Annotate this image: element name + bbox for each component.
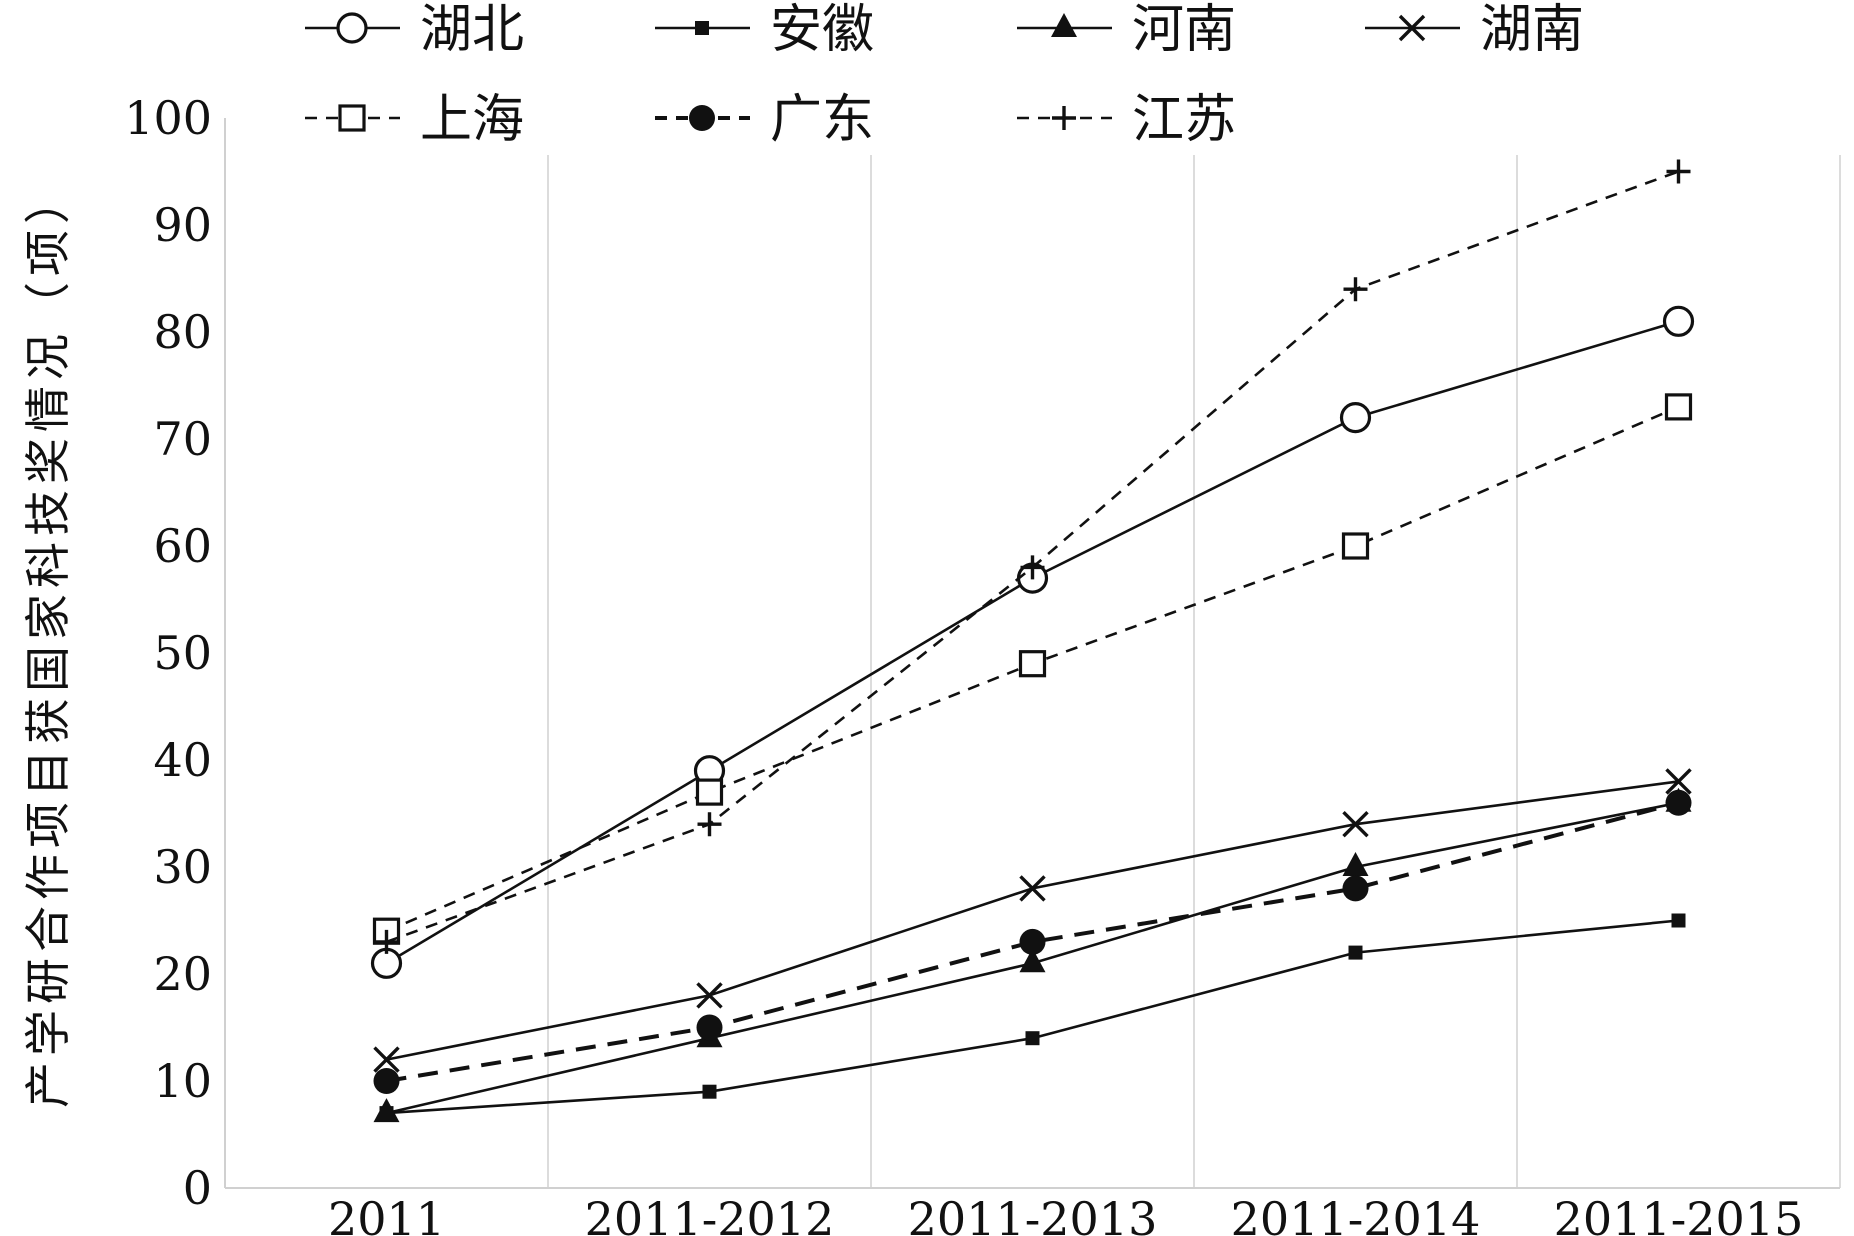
data-point: [1665, 768, 1692, 795]
data-point: [1342, 810, 1369, 838]
data-point: [1019, 948, 1046, 973]
data-point: [373, 1046, 400, 1073]
legend-label: 湖南: [1480, 0, 1584, 60]
y-axis-label: 产学研合作项目获国家科技奖情况（项）: [21, 172, 75, 1108]
legend-item: 河南: [1017, 0, 1236, 60]
series-上海: [372, 393, 1693, 945]
y-tick-label: 60: [153, 519, 212, 573]
y-axis-ticks: 0 10 20 30 40 50 60 70 80 90 100: [124, 91, 212, 1215]
series-line: [386, 800, 1680, 1083]
data-point: [1052, 106, 1076, 130]
data-point: [1671, 913, 1686, 928]
series-湖北: [370, 305, 1695, 979]
data-point: [1666, 159, 1691, 184]
legend-label: 湖北: [420, 0, 524, 60]
y-tick-label: 70: [153, 412, 212, 466]
legend-item: 上海: [305, 90, 524, 150]
chart-series: [370, 159, 1695, 1123]
data-point: [1051, 13, 1077, 37]
data-point: [338, 104, 366, 132]
legend-label: 江苏: [1132, 90, 1236, 150]
data-point: [373, 1098, 400, 1123]
legend-label: 广东: [770, 90, 874, 150]
chart-grid: [547, 155, 1841, 1188]
data-point: [1342, 852, 1369, 876]
data-point: [1018, 650, 1047, 678]
x-tick-label: 2011: [328, 1192, 445, 1236]
legend-item: 湖南: [1365, 0, 1584, 60]
data-point: [696, 982, 723, 1009]
data-point: [1348, 945, 1363, 960]
data-point: [1665, 789, 1692, 816]
y-tick-label: 10: [153, 1054, 212, 1108]
y-tick-label: 30: [153, 840, 212, 894]
legend-item: 安徽: [655, 0, 874, 60]
legend-label: 安徽: [770, 0, 874, 60]
data-point: [1662, 305, 1695, 337]
data-point: [1341, 532, 1370, 560]
data-point: [1020, 555, 1045, 580]
data-point: [1398, 14, 1426, 42]
y-tick-label: 80: [153, 305, 212, 359]
data-point: [336, 12, 368, 44]
legend-item: 广东: [655, 90, 874, 150]
data-point: [1342, 875, 1369, 902]
legend-label: 上海: [420, 90, 524, 150]
x-tick-label: 2011-2015: [1554, 1192, 1804, 1236]
y-tick-label: 90: [153, 198, 212, 252]
data-point: [689, 105, 715, 131]
y-tick-label: 20: [153, 947, 212, 1001]
data-point: [1019, 875, 1046, 902]
x-tick-label: 2011-2012: [585, 1192, 835, 1236]
data-point: [702, 1084, 717, 1099]
data-point: [1339, 402, 1372, 434]
data-point: [374, 929, 399, 954]
data-point: [695, 778, 724, 806]
series-广东: [373, 789, 1692, 1094]
y-tick-label: 50: [153, 626, 212, 680]
data-point: [373, 1068, 400, 1094]
x-tick-label: 2011-2013: [908, 1192, 1158, 1236]
legend-label: 河南: [1132, 0, 1236, 60]
y-tick-label: 0: [183, 1161, 212, 1215]
data-point: [697, 812, 722, 837]
x-axis-ticks: 2011 2011-2012 2011-2013 2011-2014 2011-2015: [328, 1192, 1803, 1236]
series-河南: [373, 787, 1692, 1123]
legend-item: 江苏: [1017, 90, 1236, 150]
data-point: [1025, 1031, 1040, 1046]
data-point: [695, 21, 709, 35]
y-tick-label: 40: [153, 733, 212, 787]
legend-item: 湖北: [305, 0, 524, 60]
series-湖南: [373, 768, 1692, 1073]
y-tick-label: 100: [124, 91, 212, 145]
data-point: [1019, 928, 1046, 955]
data-point: [1343, 277, 1368, 302]
series-line: [385, 320, 1679, 965]
data-point: [1664, 393, 1693, 421]
x-tick-label: 2011-2014: [1231, 1192, 1481, 1236]
series-江苏: [374, 159, 1691, 954]
data-point: [696, 1014, 723, 1041]
chart-axes: [224, 118, 1840, 1189]
series-line: [386, 780, 1679, 1061]
